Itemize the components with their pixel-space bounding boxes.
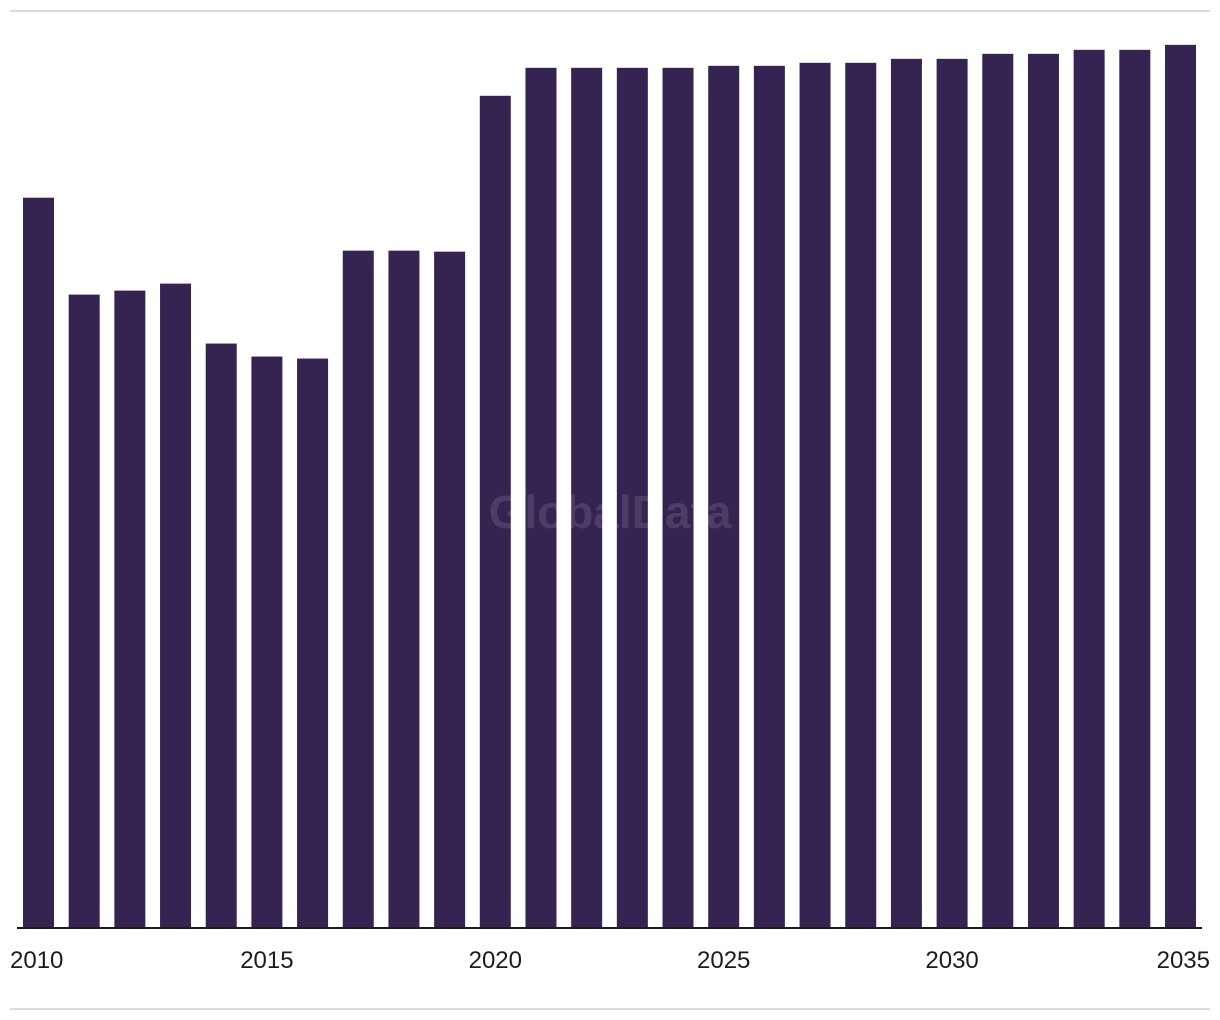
bar-2033 [1073, 49, 1105, 928]
x-tick-label-2010: 2010 [10, 947, 63, 974]
bar-2028 [845, 62, 877, 928]
bar-2026 [753, 65, 785, 928]
bar-2030 [936, 58, 968, 928]
bar-2023 [616, 67, 648, 928]
bar-2019 [434, 251, 466, 928]
x-tick-label-2020: 2020 [469, 947, 522, 974]
bar-2024 [662, 67, 694, 928]
x-tick-label-2025: 2025 [697, 947, 750, 974]
x-tick-label-2015: 2015 [240, 947, 293, 974]
bar-2025 [708, 65, 740, 928]
bars-group [23, 44, 1196, 929]
bar-2029 [890, 58, 922, 928]
x-tick-label-2030: 2030 [925, 947, 978, 974]
bar-2015 [251, 356, 283, 928]
bar-2012 [114, 290, 146, 928]
bar-2014 [205, 343, 237, 928]
bar-2010 [23, 197, 54, 928]
bar-2027 [799, 62, 831, 928]
bar-2011 [68, 294, 100, 928]
bar-2018 [388, 250, 420, 928]
bar-2016 [297, 358, 329, 928]
bar-2034 [1119, 49, 1151, 928]
bar-2032 [1027, 53, 1059, 928]
bar-2022 [571, 67, 603, 928]
bar-2020 [479, 95, 511, 929]
bar-2035 [1165, 44, 1196, 929]
watermark: GlobalData [489, 486, 732, 538]
x-tick-labels: 2010 2015 2020 2025 2030 2035 [10, 947, 1210, 974]
bar-2021 [525, 67, 557, 928]
bar-2031 [982, 53, 1014, 928]
bar-2013 [160, 283, 192, 928]
x-tick-label-2035: 2035 [1157, 947, 1210, 974]
bar-2017 [342, 250, 374, 928]
